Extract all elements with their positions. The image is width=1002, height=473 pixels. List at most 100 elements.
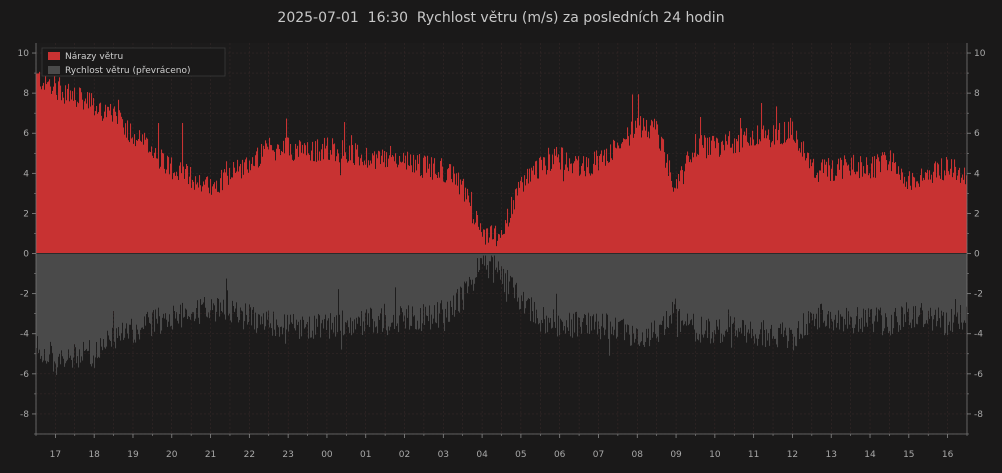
- speed-bar: [114, 253, 116, 342]
- speed-bar: [175, 253, 177, 319]
- gust-bar: [353, 163, 355, 254]
- gust-bar: [265, 140, 267, 254]
- speed-bar: [869, 253, 871, 318]
- gust-bar: [745, 135, 747, 254]
- gust-bar: [631, 121, 633, 254]
- gust-bar: [941, 158, 943, 254]
- speed-bar: [430, 253, 432, 330]
- speed-bar: [662, 253, 664, 321]
- speed-bar: [146, 253, 148, 315]
- gust-bar: [134, 134, 136, 254]
- gust-bar: [451, 178, 453, 254]
- gust-bar: [664, 152, 666, 254]
- gust-bar: [169, 174, 171, 254]
- speed-bar: [687, 253, 689, 314]
- speed-bar: [705, 253, 707, 331]
- gust-bar: [645, 130, 647, 254]
- speed-bar: [583, 253, 585, 319]
- speed-bar: [556, 253, 558, 294]
- gust-bar: [478, 226, 480, 254]
- gust-bar: [823, 173, 825, 254]
- speed-bar: [120, 253, 122, 341]
- speed-bar: [665, 253, 667, 330]
- speed-bar: [566, 253, 568, 321]
- gust-bar: [965, 184, 967, 254]
- speed-bar: [645, 253, 647, 342]
- gust-bar: [168, 157, 170, 254]
- speed-bar: [871, 253, 873, 309]
- gust-bar: [769, 139, 771, 254]
- gust-bar: [442, 166, 444, 254]
- speed-bar: [912, 253, 914, 320]
- gust-bar: [589, 173, 591, 254]
- speed-bar: [708, 253, 710, 319]
- gust-bar: [429, 163, 431, 254]
- speed-bar: [160, 253, 162, 334]
- gust-bar: [299, 140, 301, 254]
- gust-bar: [748, 143, 750, 254]
- speed-bar: [642, 253, 644, 333]
- gust-bar: [859, 178, 861, 254]
- speed-bar: [485, 253, 487, 256]
- gust-bar: [569, 158, 571, 254]
- speed-bar: [696, 253, 698, 333]
- speed-bar: [486, 253, 488, 270]
- speed-bar: [750, 253, 752, 322]
- gust-bar: [800, 152, 802, 254]
- gust-bar: [370, 160, 372, 254]
- speed-bar: [442, 253, 444, 310]
- x-tick-label: 11: [748, 450, 759, 460]
- gust-bar: [133, 143, 135, 254]
- speed-bar: [768, 253, 770, 334]
- gust-bar: [510, 217, 512, 254]
- gust-bar: [833, 180, 835, 254]
- speed-bar: [908, 253, 910, 309]
- gust-bar: [243, 174, 245, 254]
- gust-bar: [612, 159, 614, 254]
- gust-bar: [891, 171, 893, 254]
- gust-bar: [808, 152, 810, 254]
- gust-bar: [902, 172, 904, 254]
- gust-bar: [696, 156, 698, 254]
- speed-bar: [224, 253, 226, 315]
- gust-bar: [647, 137, 649, 254]
- speed-bar: [807, 253, 809, 336]
- speed-bar: [818, 253, 820, 308]
- speed-bar: [439, 253, 441, 314]
- speed-bar: [447, 253, 449, 302]
- speed-bar: [492, 253, 494, 258]
- gust-bar: [666, 162, 668, 254]
- speed-bar: [793, 253, 795, 351]
- gust-bar: [368, 160, 370, 254]
- gust-bar: [760, 141, 762, 254]
- gust-bar: [277, 144, 279, 254]
- gust-bar: [397, 167, 399, 254]
- speed-bar: [743, 253, 745, 321]
- gust-bar: [402, 161, 404, 254]
- gust-bar: [71, 99, 73, 254]
- speed-bar: [457, 253, 459, 290]
- speed-bar: [618, 253, 620, 323]
- gust-bar: [701, 135, 703, 254]
- gust-bar: [130, 123, 132, 254]
- gust-bar: [706, 158, 708, 254]
- gust-bar: [387, 166, 389, 254]
- speed-bar: [945, 253, 947, 334]
- speed-bar: [866, 253, 868, 323]
- gust-bar: [809, 168, 811, 254]
- speed-bar: [480, 253, 482, 259]
- gust-bar: [867, 164, 869, 254]
- gust-bar: [187, 165, 189, 254]
- gust-bar: [223, 172, 225, 254]
- speed-bar: [654, 253, 656, 321]
- gust-bar: [153, 157, 155, 254]
- gust-bar: [831, 168, 833, 254]
- speed-bar: [526, 253, 528, 302]
- speed-bar: [365, 253, 367, 313]
- gust-bar: [332, 138, 334, 254]
- speed-bar: [637, 253, 639, 330]
- gust-bar: [626, 139, 628, 254]
- x-tick-label: 21: [205, 450, 216, 460]
- speed-bar: [345, 253, 347, 323]
- speed-bar: [161, 253, 163, 331]
